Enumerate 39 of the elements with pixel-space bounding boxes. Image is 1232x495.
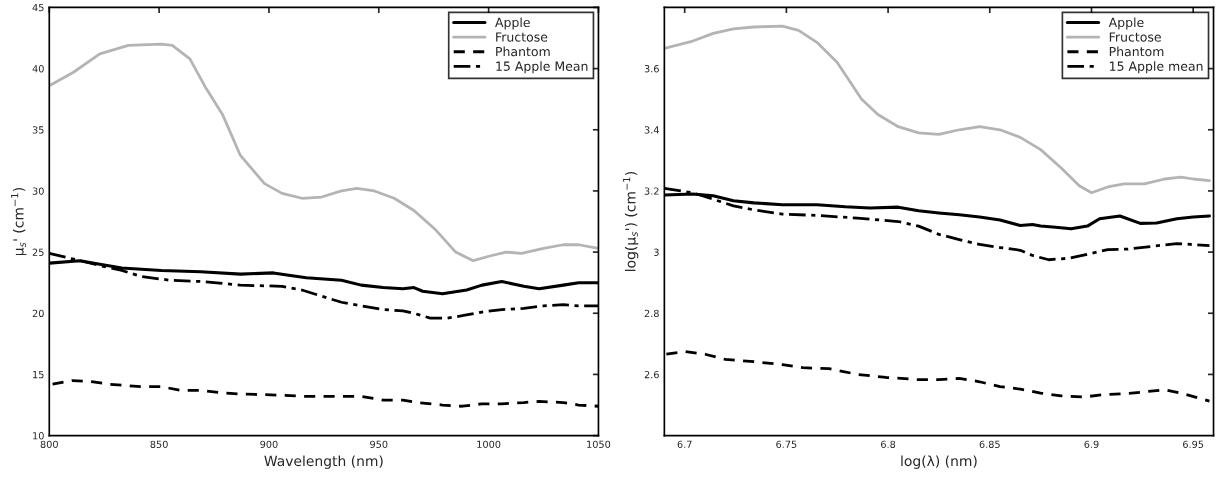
x-tick-label: 6.95 (1183, 440, 1204, 448)
y-tick-label: 40 (32, 65, 44, 73)
x-axis-title: Wavelength (nm) (264, 455, 383, 469)
x-tick-label: 6.9 (1084, 440, 1099, 448)
x-tick-label: 950 (370, 440, 388, 448)
y-axis-title: μ$_{s}$' (cm$^{−1}$) (11, 188, 27, 256)
legend-label: 15 Apple mean (1110, 61, 1203, 74)
line-series (49, 42, 599, 263)
legend-label: Apple (495, 17, 530, 30)
x-tick-label: 850 (150, 440, 168, 448)
x-tick-label: 6.85 (979, 440, 1000, 448)
y-tick-label: 2.6 (644, 370, 659, 379)
x-tick-label: 6.7 (677, 440, 692, 448)
y-tick-label: 25 (32, 248, 44, 256)
legend-label: Fructose (1109, 32, 1161, 42)
y-tick-label: 20 (32, 309, 44, 318)
y-tick-label: 30 (32, 187, 44, 195)
y-tick-label: 3.2 (644, 187, 659, 195)
y-tick-label: 45 (32, 4, 44, 12)
y-tick-label: 35 (32, 126, 44, 134)
y-tick-label: 2.8 (644, 309, 659, 318)
x-tick-label: 6.8 (881, 440, 896, 448)
x-tick-label: 900 (260, 440, 278, 448)
legend-label: Apple (1108, 17, 1144, 30)
y-tick-label: 15 (33, 371, 44, 379)
y-tick-label: 3 (654, 248, 659, 256)
x-axis-title: log(λ) (nm) (901, 455, 977, 469)
legend-label: Phantom (1109, 46, 1164, 57)
x-tick-label: 1000 (477, 440, 501, 448)
y-axis-title: log(μ$_{s}$') (cm$^{−1}$) (623, 171, 639, 271)
x-tick-label: 800 (40, 440, 58, 448)
x-tick-label: 1050 (587, 440, 611, 448)
y-tick-label: 10 (33, 432, 44, 440)
y-tick-label: 3.6 (644, 65, 659, 73)
legend-label: 15 Apple Mean (496, 61, 588, 74)
legend-label: Fructose (496, 32, 548, 42)
x-tick-label: 6.75 (776, 440, 797, 448)
legend-label: Phantom (496, 46, 550, 57)
y-tick-label: 3.4 (644, 126, 659, 134)
